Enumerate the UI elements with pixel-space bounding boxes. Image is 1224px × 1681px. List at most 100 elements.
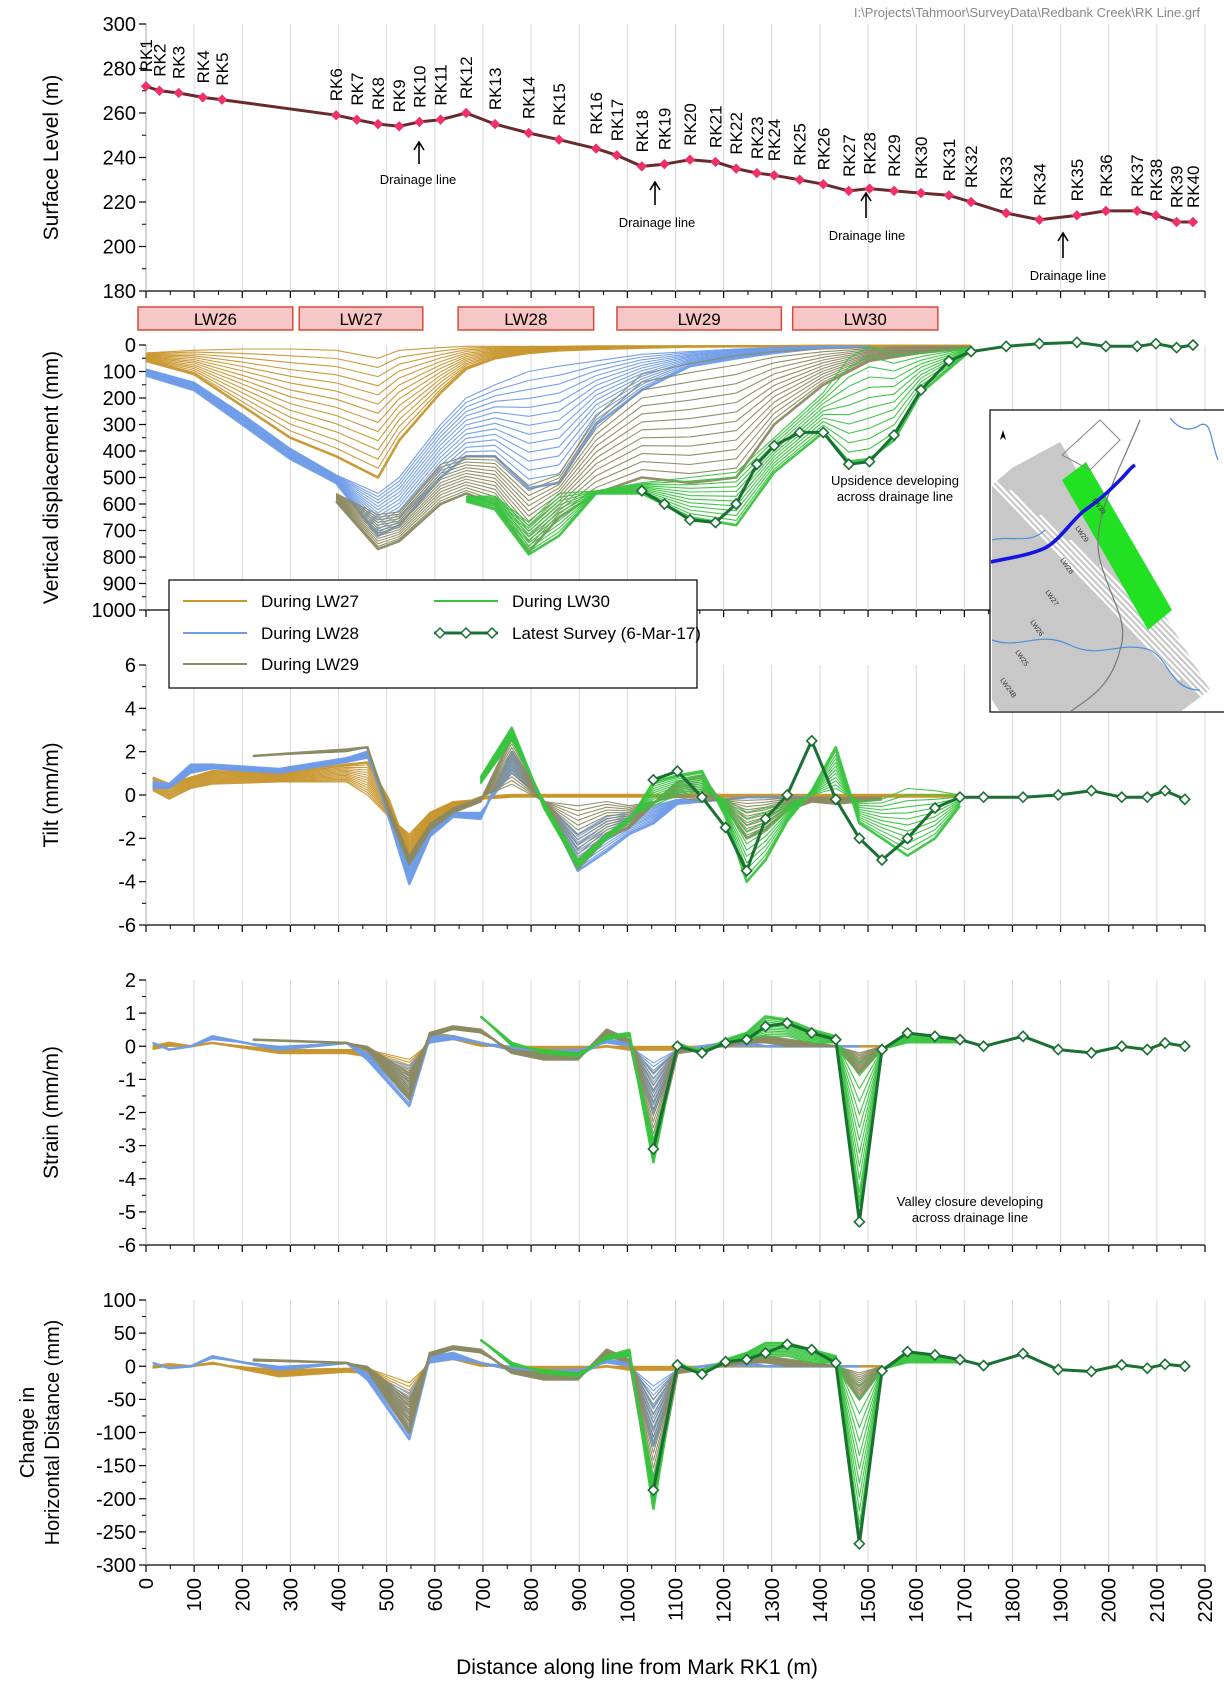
latest-survey-marker: [1178, 1360, 1191, 1373]
y-axis-label: Surface Level (m): [40, 75, 63, 241]
y-tick-label: 220: [103, 192, 136, 214]
surface-marker: [460, 107, 472, 119]
mark-label: RK28: [860, 132, 879, 175]
latest-survey-marker: [805, 734, 818, 747]
series-line: [145, 345, 870, 504]
x-tick-label: 800: [521, 1578, 543, 1611]
mark-label: RK8: [369, 77, 388, 110]
latest-survey-marker: [781, 1016, 794, 1030]
surface-marker: [1034, 214, 1045, 226]
latest-survey-marker: [658, 497, 671, 511]
inset-road: [1061, 419, 1121, 471]
y-tick-label: 700: [103, 521, 136, 543]
surface-marker: [372, 118, 384, 130]
latest-survey-marker: [647, 1142, 660, 1156]
x-tick-label: 2000: [1099, 1578, 1121, 1623]
longwall-box: [791, 306, 939, 331]
series-line: [335, 346, 972, 532]
mark-label: RK7: [348, 73, 367, 106]
drainage-arrow-1: [413, 140, 425, 164]
surface-marker: [1187, 216, 1199, 228]
surface-marker: [843, 185, 854, 197]
series-line: [335, 346, 972, 524]
series-line: [145, 346, 870, 521]
series-line: [480, 1016, 960, 1140]
surface-marker: [393, 121, 405, 132]
longwall-label: LW30: [844, 310, 887, 329]
series-line: [480, 1339, 960, 1480]
latest-survey-marker: [1000, 340, 1013, 353]
mark-label: RK10: [410, 65, 429, 108]
inset-panel-gap: [1039, 514, 1224, 709]
latest-survey-marker: [750, 458, 763, 471]
mark-label: RK4: [194, 50, 213, 83]
series-line: [480, 1015, 961, 1180]
x-tick-label: 100: [184, 1578, 206, 1611]
mark-label: RK9: [390, 79, 409, 112]
latest-survey-marker: [1016, 1030, 1030, 1043]
vertical-displacement-panel: 0 100 200 300 400 500 600 700 800 900 1000 Vertical…: [40, 335, 1206, 622]
latest-survey-marker: [781, 1338, 794, 1351]
latest-survey-marker: [1016, 1347, 1030, 1360]
surface-marker: [216, 94, 228, 105]
mark-label: RK23: [748, 117, 767, 160]
series-line: [466, 345, 972, 524]
latest-survey-marker: [1130, 340, 1144, 353]
mark-label: RK5: [213, 53, 232, 86]
surface-marker: [659, 158, 670, 170]
latest-survey-marker: [853, 1537, 866, 1550]
surface-marker: [414, 116, 425, 128]
latest-survey-marker: [1033, 337, 1046, 350]
x-tick-label: 900: [569, 1578, 591, 1611]
latest-survey-marker: [683, 513, 697, 527]
inset-creek: [991, 529, 1046, 541]
series-line: [335, 346, 972, 537]
surface-marker: [590, 143, 602, 154]
y-tick-label: -1: [118, 1069, 136, 1091]
x-tick-label: 1600: [906, 1578, 928, 1623]
latest-survey-marker: [730, 497, 743, 511]
x-tick-label: 300: [280, 1578, 302, 1611]
latest-survey-marker: [953, 791, 967, 804]
latest-survey-line: [652, 739, 1186, 873]
y-tick-label: 0: [125, 785, 136, 807]
mark-label: RK21: [706, 105, 725, 148]
latest-survey-line: [651, 1021, 1186, 1224]
series-line: [466, 347, 972, 526]
mark-label: RK25: [791, 123, 810, 166]
drainage-label-2: Drainage line: [619, 215, 696, 230]
latest-survey-marker: [875, 1364, 889, 1378]
inset-panel-gap: [1159, 614, 1224, 684]
surface-marker: [751, 167, 763, 179]
strain-panel: -6 -5 -4 -3 -2 -1 0 1 2 Strain (mm/m): [40, 970, 1206, 1257]
legend-label: During LW27: [261, 592, 359, 611]
longwall-panel-boxes: LW26 LW27 LW28 LW29 LW30: [137, 306, 939, 331]
series-during-lw29: [335, 345, 972, 553]
series-line: [480, 1015, 961, 1167]
mark-label: RK39: [1168, 165, 1187, 208]
series-line: [466, 348, 972, 535]
y-tick-label: 50: [114, 1323, 136, 1345]
mark-label: RK27: [840, 134, 859, 177]
latest-survey-marker: [1186, 338, 1200, 352]
longwall-box: [298, 306, 424, 331]
y-tick-label: -6: [118, 1235, 136, 1257]
latest-survey-marker: [863, 455, 876, 468]
mark-label: RK11: [432, 64, 451, 105]
series-line: [465, 349, 972, 556]
series-line: [480, 1015, 961, 1144]
latest-survey-marker: [977, 791, 990, 804]
latest-survey-marker: [805, 1343, 818, 1356]
y-tick-label: 900: [103, 574, 136, 596]
series-line: [335, 346, 972, 548]
latest-survey-marker: [759, 812, 772, 825]
y-tick-label: -5: [118, 1202, 136, 1224]
y-tick-label: -200: [96, 1489, 136, 1511]
surface-level-line: [145, 84, 1193, 224]
y-tick-label: -50: [107, 1389, 136, 1411]
latest-survey-marker: [1052, 1363, 1065, 1376]
latest-survey-marker: [901, 1345, 914, 1358]
latest-survey-marker: [719, 1355, 732, 1368]
x-tick-label: 2200: [1195, 1578, 1217, 1623]
